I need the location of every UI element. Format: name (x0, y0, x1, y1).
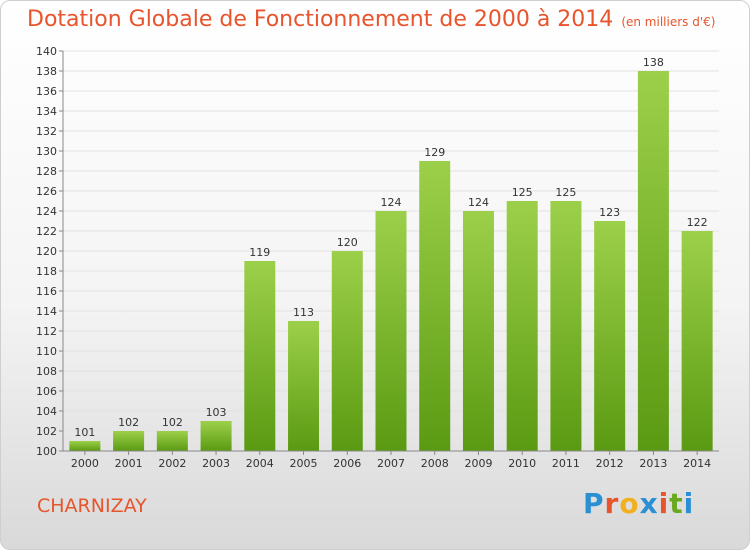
data-label: 138 (643, 56, 664, 69)
logo-letter: o (619, 487, 640, 520)
y-tick-label: 136 (36, 85, 57, 98)
bar (506, 201, 538, 451)
y-tick-label: 114 (36, 305, 57, 318)
bar (69, 441, 101, 451)
x-tick-label: 2014 (683, 457, 711, 470)
chart-title-text: Dotation Globale de Fonctionnement de 20… (27, 7, 614, 32)
logo-letter: i (683, 487, 695, 520)
proxiti-logo: Proxiti (583, 487, 694, 520)
data-label: 125 (512, 186, 533, 199)
logo-letter: r (604, 487, 620, 520)
x-tick-label: 2009 (464, 457, 492, 470)
data-label: 101 (74, 426, 95, 439)
y-tick-label: 116 (36, 285, 57, 298)
logo-letter: P (583, 487, 605, 520)
bar (594, 221, 626, 451)
y-tick-label: 120 (36, 245, 57, 258)
x-tick-label: 2003 (202, 457, 230, 470)
data-label: 125 (555, 186, 576, 199)
data-label: 123 (599, 206, 620, 219)
bar (156, 431, 188, 451)
x-tick-label: 2001 (115, 457, 143, 470)
y-tick-label: 104 (36, 405, 57, 418)
y-tick-label: 106 (36, 385, 57, 398)
y-tick-label: 108 (36, 365, 57, 378)
y-tick-label: 140 (36, 45, 57, 58)
y-tick-label: 124 (36, 205, 57, 218)
logo-letter: x (639, 487, 659, 520)
y-tick-label: 110 (36, 345, 57, 358)
bar (462, 211, 494, 451)
logo-letter: t (669, 487, 684, 520)
bar (681, 231, 713, 451)
data-label: 113 (293, 306, 314, 319)
y-tick-label: 138 (36, 65, 57, 78)
data-label: 119 (249, 246, 270, 259)
x-tick-label: 2002 (158, 457, 186, 470)
x-tick-label: 2013 (639, 457, 667, 470)
x-tick-label: 2011 (552, 457, 580, 470)
y-tick-label: 130 (36, 145, 57, 158)
data-label: 129 (424, 146, 445, 159)
data-label: 120 (337, 236, 358, 249)
x-tick-label: 2006 (333, 457, 361, 470)
data-label: 124 (468, 196, 489, 209)
data-label: 102 (118, 416, 139, 429)
y-tick-label: 126 (36, 185, 57, 198)
data-label: 102 (162, 416, 183, 429)
bar (550, 201, 582, 451)
x-tick-label: 2010 (508, 457, 536, 470)
x-tick-label: 2005 (290, 457, 318, 470)
chart-title: Dotation Globale de Fonctionnement de 20… (27, 7, 715, 32)
data-label: 103 (206, 406, 227, 419)
commune-name: CHARNIZAY (37, 495, 147, 517)
bar (200, 421, 232, 451)
y-tick-label: 132 (36, 125, 57, 138)
y-tick-label: 134 (36, 105, 57, 118)
data-label: 124 (381, 196, 402, 209)
x-tick-label: 2008 (421, 457, 449, 470)
bar (375, 211, 407, 451)
bar (113, 431, 145, 451)
y-tick-label: 122 (36, 225, 57, 238)
bar (288, 321, 320, 451)
bar (244, 261, 276, 451)
x-tick-label: 2004 (246, 457, 274, 470)
bar (419, 161, 451, 451)
y-tick-label: 102 (36, 425, 57, 438)
logo-letter: i (658, 487, 670, 520)
unit-note: (en milliers d'€) (621, 15, 716, 29)
x-tick-label: 2012 (596, 457, 624, 470)
bar (331, 251, 363, 451)
y-tick-label: 118 (36, 265, 57, 278)
y-tick-label: 128 (36, 165, 57, 178)
y-tick-label: 112 (36, 325, 57, 338)
data-label: 122 (687, 216, 708, 229)
y-tick-label: 100 (36, 445, 57, 458)
x-tick-label: 2007 (377, 457, 405, 470)
x-tick-label: 2000 (71, 457, 99, 470)
bar (637, 71, 669, 451)
